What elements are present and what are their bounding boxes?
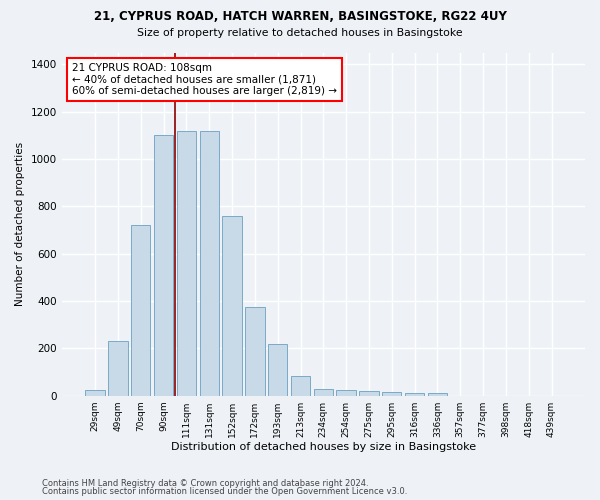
- Bar: [382, 392, 401, 396]
- Text: 21 CYPRUS ROAD: 108sqm
← 40% of detached houses are smaller (1,871)
60% of semi-: 21 CYPRUS ROAD: 108sqm ← 40% of detached…: [72, 63, 337, 96]
- Bar: [245, 307, 265, 396]
- Bar: [314, 389, 333, 396]
- Bar: [223, 216, 242, 396]
- Y-axis label: Number of detached properties: Number of detached properties: [15, 142, 25, 306]
- Text: Contains HM Land Registry data © Crown copyright and database right 2024.: Contains HM Land Registry data © Crown c…: [42, 478, 368, 488]
- Bar: [405, 394, 424, 396]
- Bar: [359, 391, 379, 396]
- X-axis label: Distribution of detached houses by size in Basingstoke: Distribution of detached houses by size …: [171, 442, 476, 452]
- Bar: [154, 136, 173, 396]
- Text: Contains public sector information licensed under the Open Government Licence v3: Contains public sector information licen…: [42, 487, 407, 496]
- Bar: [131, 226, 151, 396]
- Bar: [337, 390, 356, 396]
- Bar: [108, 342, 128, 396]
- Bar: [268, 344, 287, 396]
- Bar: [291, 376, 310, 396]
- Bar: [85, 390, 105, 396]
- Bar: [177, 130, 196, 396]
- Text: Size of property relative to detached houses in Basingstoke: Size of property relative to detached ho…: [137, 28, 463, 38]
- Bar: [428, 393, 447, 396]
- Text: 21, CYPRUS ROAD, HATCH WARREN, BASINGSTOKE, RG22 4UY: 21, CYPRUS ROAD, HATCH WARREN, BASINGSTO…: [94, 10, 506, 23]
- Bar: [200, 130, 219, 396]
